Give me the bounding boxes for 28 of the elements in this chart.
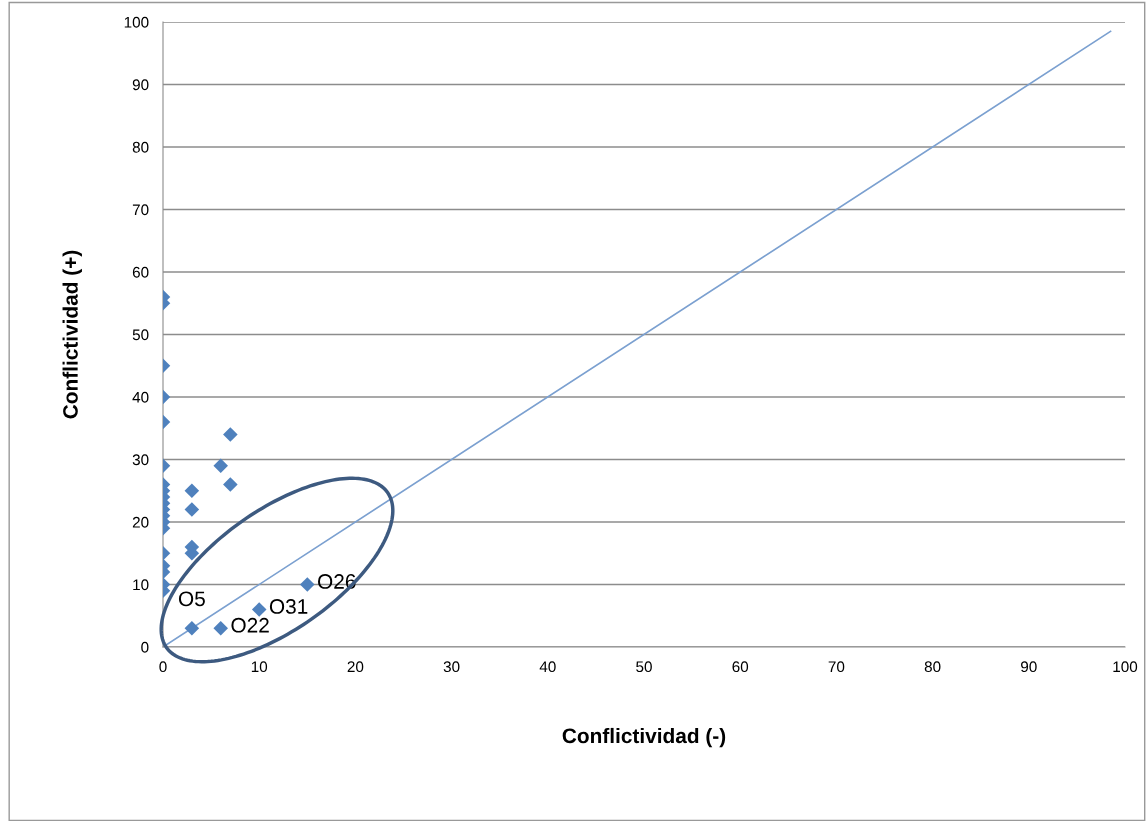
y-tick-label: 80 bbox=[132, 141, 149, 153]
annotation: O31 bbox=[269, 599, 308, 614]
x-tick-label: 0 bbox=[159, 661, 167, 673]
x-tick-label: 10 bbox=[251, 661, 268, 673]
y-tick-label: 60 bbox=[132, 266, 149, 278]
x-tick-label: 30 bbox=[443, 661, 460, 673]
x-tick-label: 90 bbox=[1021, 661, 1037, 673]
y-tick-label: 10 bbox=[133, 579, 149, 591]
y-tick-label: 30 bbox=[132, 454, 149, 466]
x-tick-label: 20 bbox=[347, 661, 364, 673]
y-axis-title: Conflictividad (+) bbox=[62, 250, 82, 419]
x-tick-label: 50 bbox=[636, 661, 652, 673]
y-tick-label: 100 bbox=[124, 16, 149, 28]
y-tick-label: 70 bbox=[132, 204, 149, 216]
x-tick-label: 100 bbox=[1113, 661, 1138, 673]
annotation: O22 bbox=[231, 617, 269, 633]
y-tick-label: 0 bbox=[141, 641, 149, 653]
x-tick-label: 40 bbox=[539, 661, 556, 673]
annotation: O26 bbox=[318, 574, 356, 589]
y-tick-label: 90 bbox=[132, 79, 149, 91]
y-tick-label: 40 bbox=[132, 391, 149, 403]
x-axis-title: Conflictividad (-) bbox=[562, 727, 726, 748]
x-tick-label: 80 bbox=[924, 661, 941, 673]
y-tick-label: 20 bbox=[132, 516, 149, 528]
x-tick-label: 70 bbox=[828, 661, 845, 673]
annotation: O5 bbox=[178, 591, 205, 607]
x-tick-label: 60 bbox=[732, 661, 749, 673]
y-tick-label: 50 bbox=[132, 329, 149, 341]
